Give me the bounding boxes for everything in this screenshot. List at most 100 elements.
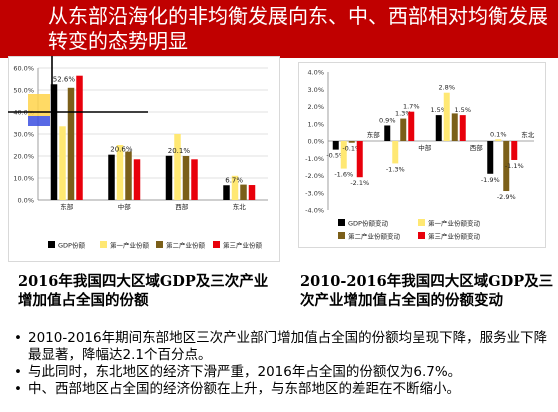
- data-label: 1.5%: [454, 106, 471, 114]
- bar-4: [133, 159, 141, 200]
- legend-label: 第一产业份额变动: [428, 219, 481, 228]
- highlight-blue-square: [28, 116, 50, 126]
- data-label: 0.9%: [379, 116, 396, 124]
- legend-swatch: [100, 241, 107, 248]
- data-label: -2.9%: [497, 193, 516, 201]
- bar-2: [392, 141, 399, 164]
- right-bar-chart: -4.0% -3.0% -2.0% -1.0% 0.0% 1.0% 2.0% 3.0% 4.0%…: [298, 62, 546, 248]
- bar-2: [174, 134, 181, 200]
- bullet-list: • 2010-2016年期间东部地区三次产业部门增加值占全国的份额均呈现下降，服务…: [12, 330, 554, 398]
- bar-2: [443, 92, 450, 141]
- bar-3: [503, 141, 510, 192]
- y-tick-label: 1.0%: [307, 120, 324, 128]
- legend-swatch: [418, 232, 425, 239]
- bar-3: [400, 118, 407, 141]
- bullet-text: 2010-2016年期间东部地区三次产业部门增加值占全国的份额均呈现下降，服务业…: [28, 330, 548, 363]
- y-tick-label: -3.0%: [305, 189, 324, 197]
- y-tick-label: -2.0%: [305, 172, 324, 180]
- y-tick-label: 60.0%: [13, 65, 34, 73]
- bar-3: [451, 113, 458, 141]
- category-label: 西部: [470, 143, 484, 152]
- bar-3: [240, 184, 247, 200]
- data-label: 2.8%: [438, 84, 455, 92]
- highlight-yellow-square: [28, 94, 50, 116]
- data-label: 6.7%: [225, 176, 243, 184]
- y-tick-label: 20.0%: [13, 153, 34, 161]
- bar-1: [165, 155, 173, 200]
- bullet-dot: •: [14, 381, 22, 397]
- data-label: -1.3%: [386, 165, 405, 173]
- bar-3: [182, 156, 190, 200]
- y-tick-label: 0.0%: [17, 197, 34, 205]
- bar-2: [340, 141, 347, 169]
- bar-3: [125, 151, 132, 200]
- y-tick-label: 10.0%: [13, 175, 34, 183]
- legend-label: GDP份额变动: [348, 219, 388, 228]
- data-label: 20.1%: [168, 147, 191, 155]
- bar-4: [356, 141, 363, 178]
- y-tick-label: 2.0%: [307, 103, 324, 111]
- y-tick-label: 3.0%: [307, 86, 324, 94]
- bar-4: [408, 111, 415, 141]
- legend-label: 第三产业份额变动: [428, 232, 481, 241]
- bar-4: [511, 141, 518, 160]
- bar-3: [348, 141, 355, 143]
- bullet-item: • 与此同时，东北地区的经济下滑严重，2016年占全国的份额仅为6.7%。: [12, 364, 554, 381]
- category-label: 西部: [175, 202, 189, 211]
- legend-label: 第一产业份额: [110, 241, 150, 250]
- bar-4: [76, 75, 83, 200]
- category-label: 东部: [60, 202, 74, 211]
- data-label: 1.3%: [395, 110, 412, 118]
- y-tick-label: -1.0%: [305, 155, 324, 163]
- left-chart-caption: 2016年我国四大区域GDP及三次产业增加值占全国的份额: [18, 273, 269, 309]
- slide-title: 从东部沿海化的非均衡发展向东、中、西部相对均衡发展转变的态势明显: [48, 4, 548, 53]
- data-label: -1.6%: [334, 171, 353, 179]
- bar-4: [191, 159, 198, 200]
- data-label: 0.1%: [490, 130, 507, 138]
- y-tick-label: 30.0%: [13, 131, 34, 139]
- bar-4: [248, 185, 256, 200]
- data-label: -1.9%: [481, 176, 500, 184]
- legend-swatch: [338, 219, 345, 226]
- bar-2: [116, 145, 124, 200]
- data-label: -0.5%: [326, 152, 345, 160]
- bar-2: [59, 126, 66, 200]
- data-label: -1.1%: [505, 162, 524, 170]
- data-label: 52.6%: [53, 75, 76, 83]
- category-label: 中部: [418, 143, 432, 152]
- category-label: 东北: [233, 202, 247, 211]
- category-label: 中部: [118, 202, 132, 211]
- bullet-dot: •: [14, 364, 22, 380]
- bar-1: [108, 154, 115, 200]
- right-chart-caption: 2010-2016年我国四大区域GDP及三次产业增加值占全国的份额变动: [300, 273, 554, 309]
- legend-swatch: [48, 241, 55, 248]
- y-tick-label: -4.0%: [305, 207, 324, 215]
- y-tick-label: 4.0%: [307, 69, 324, 77]
- bar-1: [223, 185, 230, 200]
- bullet-text: 与此同时，东北地区的经济下滑严重，2016年占全国的份额仅为6.7%。: [28, 364, 462, 380]
- data-label: 1.7%: [403, 103, 420, 111]
- bar-2: [495, 139, 502, 141]
- y-tick-label: 50.0%: [13, 87, 34, 95]
- bar-1: [50, 84, 58, 200]
- data-label: 20.6%: [110, 146, 133, 154]
- category-label: 东部: [367, 130, 381, 139]
- legend-label: GDP份额: [58, 241, 85, 250]
- y-tick-label: 0.0%: [307, 138, 324, 146]
- bullet-item: • 中、西部地区占全国的经济份额在上升，与东部地区的差距在不断缩小。: [12, 381, 554, 398]
- legend-label: 第二产业份额变动: [348, 232, 401, 241]
- legend-swatch: [156, 241, 163, 248]
- title-bar: [0, 0, 558, 58]
- category-label: 东北: [521, 130, 535, 139]
- bar-1: [487, 141, 494, 174]
- legend-label: 第二产业份额: [166, 241, 206, 250]
- legend-swatch: [418, 219, 425, 226]
- bar-2: [231, 175, 239, 200]
- legend-label: 第三产业份额: [223, 241, 263, 250]
- bar-4: [459, 115, 466, 141]
- bar-1: [384, 125, 391, 141]
- bullet-text: 中、西部地区占全国的经济份额在上升，与东部地区的差距在不断缩小。: [28, 381, 460, 397]
- chart-frame: [8, 56, 280, 262]
- legend-swatch: [213, 241, 220, 248]
- data-label: -0.1%: [342, 145, 361, 153]
